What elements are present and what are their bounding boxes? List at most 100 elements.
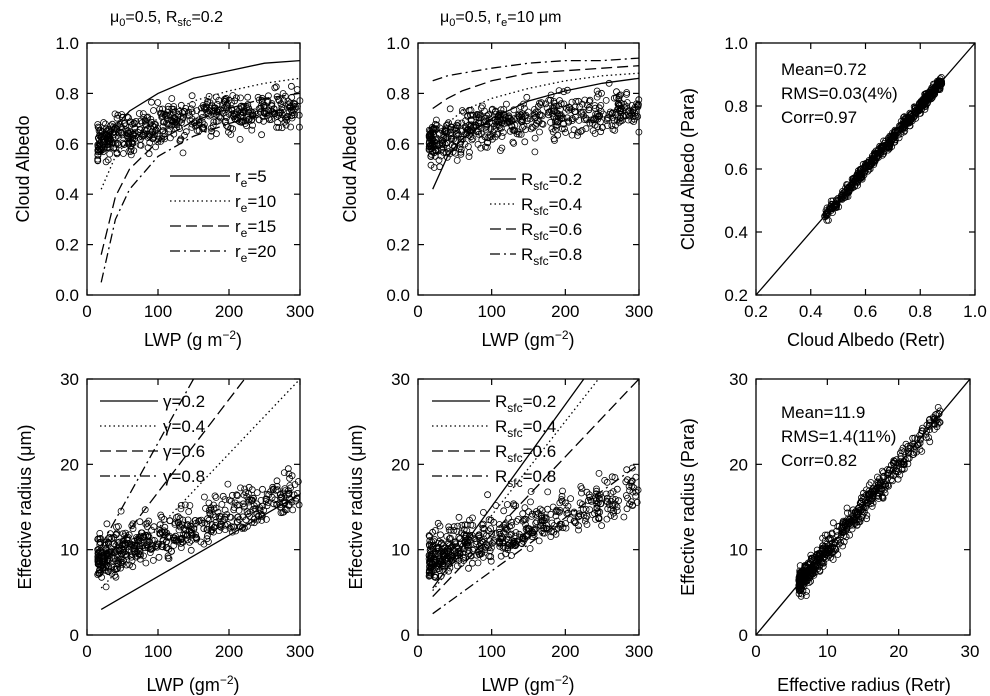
data-point — [453, 156, 461, 164]
data-point — [94, 151, 102, 159]
data-point — [517, 111, 525, 119]
data-point — [293, 86, 301, 93]
y-tick-label: 0.6 — [386, 135, 410, 154]
data-point — [187, 105, 195, 113]
y-tick-label: 0 — [401, 626, 410, 645]
data-point — [798, 577, 806, 584]
data-point — [900, 128, 908, 136]
legend-label: γ=0.8 — [163, 467, 205, 486]
data-point — [551, 107, 558, 114]
data-point — [598, 89, 605, 97]
data-point — [576, 103, 583, 111]
data-point — [553, 525, 561, 533]
data-point — [236, 135, 244, 143]
data-point — [521, 504, 529, 512]
data-point — [225, 128, 232, 136]
data-point — [897, 458, 905, 466]
data-point — [482, 125, 490, 133]
x-tick-label: 200 — [215, 642, 243, 661]
data-point — [179, 149, 187, 157]
data-point — [273, 123, 281, 131]
data-point — [467, 117, 475, 124]
data-point — [479, 538, 487, 546]
data-point — [262, 516, 270, 523]
data-point — [450, 523, 458, 531]
data-point — [212, 93, 220, 101]
data-point — [283, 491, 291, 498]
data-point — [909, 451, 917, 459]
data-point — [800, 567, 808, 575]
data-point — [260, 117, 268, 125]
panel-d-x-axis-label: LWP (gm−2) — [146, 673, 239, 695]
data-point — [136, 555, 144, 563]
data-point — [123, 536, 131, 544]
data-point — [545, 109, 552, 116]
data-point — [551, 137, 558, 144]
legend-label: γ=0.4 — [163, 417, 205, 436]
data-point — [631, 115, 638, 123]
data-point — [860, 504, 867, 512]
data-point — [172, 514, 180, 521]
data-point — [536, 505, 544, 513]
data-point — [264, 92, 272, 100]
data-point — [583, 488, 591, 496]
data-point — [259, 502, 266, 510]
data-point — [918, 447, 926, 455]
data-point — [221, 496, 229, 503]
data-point — [886, 466, 893, 474]
data-point — [877, 147, 885, 155]
data-point — [124, 127, 132, 135]
panel-b-y-axis-label: Cloud Albedo — [340, 115, 360, 222]
data-point — [167, 548, 175, 555]
data-point — [593, 500, 601, 508]
data-point — [844, 185, 852, 192]
data-point — [233, 518, 241, 525]
series-line-re=20 — [100, 105, 301, 283]
data-point — [221, 515, 229, 523]
data-point — [212, 522, 220, 529]
data-point — [211, 492, 219, 500]
data-point — [148, 545, 156, 552]
data-point — [154, 99, 162, 106]
x-tick-label: 0 — [751, 642, 760, 661]
data-point — [260, 506, 268, 514]
x-tick-label: 0.2 — [744, 302, 768, 321]
y-tick-label: 0.4 — [724, 223, 748, 242]
data-point — [805, 574, 813, 581]
data-point — [870, 161, 878, 169]
y-tick-label: 20 — [729, 455, 748, 474]
data-point — [468, 559, 476, 567]
data-point — [531, 148, 539, 156]
data-point — [181, 501, 189, 509]
data-point — [808, 554, 815, 562]
data-point — [846, 531, 853, 539]
series-line-Rsfc=0.4 — [432, 72, 640, 145]
data-point — [610, 507, 617, 515]
data-point — [444, 545, 452, 553]
y-tick-label: 0.0 — [55, 286, 79, 305]
data-point — [193, 127, 201, 134]
data-point — [623, 505, 631, 513]
legend-label: Rsfc=0.2 — [521, 170, 582, 193]
data-point — [147, 131, 154, 139]
data-point — [430, 124, 437, 132]
data-point — [586, 493, 593, 501]
data-point — [801, 563, 808, 571]
data-point — [136, 534, 144, 542]
data-point — [847, 184, 855, 192]
data-point — [108, 535, 115, 542]
data-point — [823, 540, 831, 548]
data-point — [181, 131, 188, 139]
data-point — [103, 127, 111, 135]
data-point — [106, 150, 114, 158]
data-point — [542, 100, 550, 108]
data-point — [556, 520, 564, 528]
series-line-γ=0.4 — [100, 378, 301, 589]
data-point — [199, 102, 207, 109]
data-point — [165, 128, 173, 135]
data-point — [188, 531, 196, 539]
panel-c: 0.2 0.4 0.6 0.8 1.0 0.2 0.4 0.6 0.8 1.0 Mean=0.72… — [678, 34, 987, 350]
data-point — [538, 517, 546, 524]
data-point — [879, 473, 887, 481]
data-point — [215, 515, 223, 523]
